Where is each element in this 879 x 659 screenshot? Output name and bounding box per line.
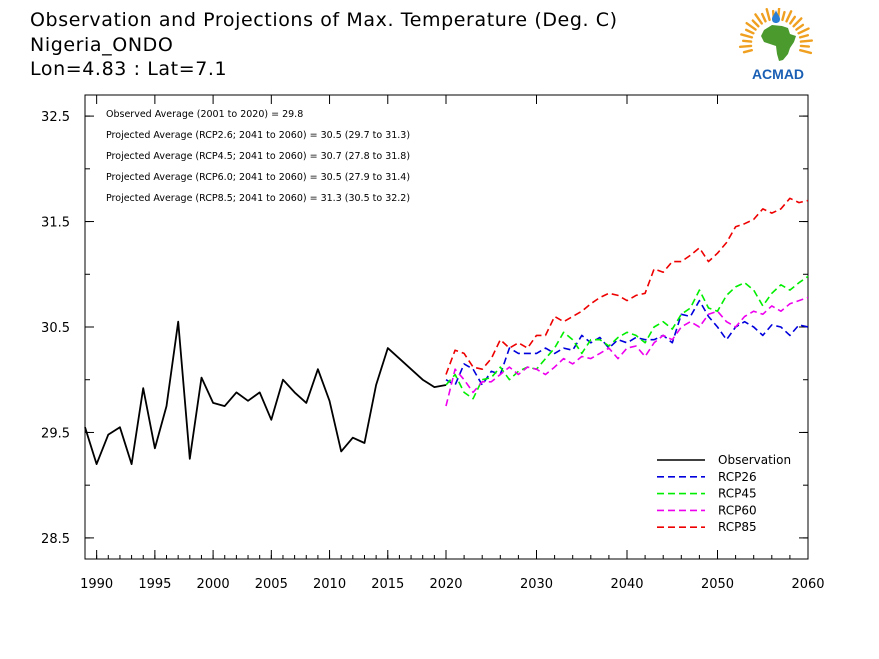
annotation-rcp60-average: Projected Average (RCP6.0; 2041 to 2060)…	[106, 172, 410, 183]
acmad-logo: ACMAD	[738, 8, 814, 82]
sun-ray	[799, 44, 811, 48]
y-tick-label: 32.5	[41, 110, 70, 125]
sun-ray	[798, 34, 810, 39]
legend-label-observation: Observation	[718, 453, 791, 467]
annotation-rcp45-average: Projected Average (RCP4.5; 2041 to 2060)…	[106, 151, 410, 162]
sun-ray	[799, 39, 814, 43]
x-tick-label: 2000	[197, 577, 230, 592]
chart-location: Nigeria_ONDO	[30, 34, 174, 56]
sun-ray	[765, 8, 771, 22]
x-tick-label: 1990	[80, 577, 113, 592]
legend-label-rcp26: RCP26	[718, 470, 757, 484]
sun-ray	[751, 19, 760, 28]
sun-ray	[738, 44, 753, 48]
series-line-rcp85	[445, 197, 809, 375]
sun-ray	[754, 13, 763, 25]
x-tick-label: 2015	[371, 577, 404, 592]
x-tick-label: 2010	[313, 577, 346, 592]
sun-ray	[744, 28, 755, 35]
plot-frame	[84, 94, 809, 560]
annotation-rcp26-average: Projected Average (RCP2.6; 2041 to 2060)…	[106, 130, 410, 141]
x-tick-label: 1995	[138, 577, 171, 592]
sun-ray	[785, 10, 793, 23]
sun-ray	[799, 49, 813, 55]
sun-rays-icon	[738, 8, 814, 55]
y-tick-label: 30.5	[41, 321, 70, 336]
legend-label-rcp85: RCP85	[718, 520, 757, 534]
sun-ray	[741, 39, 753, 43]
sun-ray	[781, 10, 786, 22]
sun-ray	[760, 12, 767, 23]
series-line-rcp45	[445, 275, 809, 400]
water-drop-icon	[772, 10, 780, 23]
sun-ray	[792, 17, 803, 28]
chart-coordinates: Lon=4.83 : Lat=7.1	[30, 58, 228, 80]
sun-ray	[742, 49, 753, 54]
series-line-rcp26	[445, 299, 809, 386]
legend: Observation RCP26 RCP45 RCP60 RCP85	[657, 453, 791, 534]
sun-ray	[789, 15, 797, 25]
sun-ray	[745, 21, 757, 31]
legend-label-rcp45: RCP45	[718, 487, 757, 501]
series-line-observation	[84, 320, 447, 466]
y-tick-label: 31.5	[41, 216, 70, 231]
x-tick-label: 2020	[429, 577, 462, 592]
chart-title: Observation and Projections of Max. Temp…	[30, 9, 618, 31]
sun-ray	[740, 33, 754, 39]
x-tick-label: 2060	[791, 577, 824, 592]
x-tick-label: 2040	[610, 577, 643, 592]
x-tick-label: 2050	[701, 577, 734, 592]
sun-ray	[795, 23, 805, 31]
africa-map-icon	[761, 25, 796, 61]
series-line-rcp60	[445, 296, 809, 407]
legend-label-rcp60: RCP60	[718, 503, 757, 517]
x-tick-label: 2005	[255, 577, 288, 592]
annotation-observed-average: Observed Average (2001 to 2020) = 29.8	[106, 109, 303, 120]
annotation-rcp85-average: Projected Average (RCP8.5; 2041 to 2060)…	[106, 193, 410, 204]
x-tick-label: 2030	[520, 577, 553, 592]
y-tick-label: 29.5	[41, 426, 70, 441]
acmad-logo-text: ACMAD	[752, 66, 804, 82]
sun-ray	[797, 27, 810, 35]
y-tick-label: 28.5	[41, 532, 70, 547]
